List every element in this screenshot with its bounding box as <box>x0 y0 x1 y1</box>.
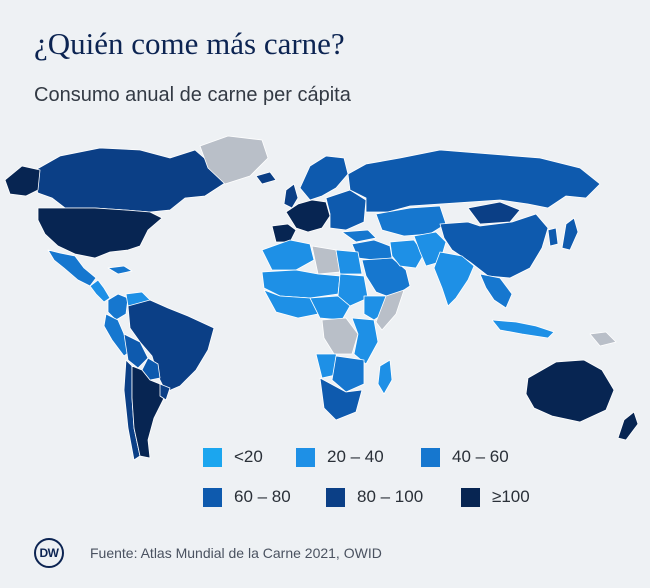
legend-item-60-80: 60 – 80 <box>203 487 291 507</box>
region-sudan <box>337 273 369 307</box>
region-papua-new-guinea <box>589 331 617 347</box>
map-title: ¿Quién come más carne? <box>34 26 345 61</box>
region-southeast-asia <box>479 273 513 309</box>
region-paraguay <box>141 357 161 381</box>
legend-swatch <box>203 487 222 507</box>
legend-label: <20 <box>234 447 263 466</box>
region-maghreb <box>261 239 315 271</box>
legend-swatch <box>203 447 222 467</box>
region-cuba <box>107 265 133 275</box>
region-korea <box>547 227 559 247</box>
region-egypt <box>335 249 363 275</box>
legend-item-80-100: 80 – 100 <box>326 487 423 507</box>
region-somalia <box>375 289 405 331</box>
region-colombia <box>107 293 129 321</box>
region-brazil <box>127 299 215 393</box>
map-subtitle: Consumo anual de carne per cápita <box>34 84 351 106</box>
region-usa <box>37 207 163 259</box>
region-eastern-europe <box>325 189 367 231</box>
region-new-zealand <box>617 411 639 441</box>
region-australia <box>525 359 615 423</box>
region-japan <box>561 217 579 251</box>
footer: DW Fuente: Atlas Mundial de la Carne 202… <box>34 538 382 568</box>
region-russia <box>347 149 601 213</box>
legend-item-lt20: <20 <box>203 447 263 467</box>
region-turkey <box>341 229 377 243</box>
region-greenland <box>199 135 269 185</box>
legend-label: 60 – 80 <box>234 487 291 506</box>
legend-swatch <box>296 447 315 467</box>
region-central-asia <box>375 205 447 237</box>
region-china <box>439 213 549 279</box>
legend-item-gte100: ≥100 <box>461 487 530 507</box>
dw-logo: DW <box>34 538 64 568</box>
region-uruguay <box>159 383 171 401</box>
legend-swatch <box>461 487 480 507</box>
legend-item-20-40: 20 – 40 <box>296 447 384 467</box>
region-bolivia <box>123 333 149 369</box>
legend-label: 40 – 60 <box>452 447 509 466</box>
legend-swatch <box>326 487 345 507</box>
legend-swatch <box>421 447 440 467</box>
legend-item-40-60: 40 – 60 <box>421 447 509 467</box>
world-map <box>4 135 639 461</box>
region-southern-africa-inner <box>331 355 365 393</box>
region-madagascar <box>377 359 393 395</box>
region-central-africa <box>309 295 351 321</box>
region-india <box>433 251 475 307</box>
region-drc <box>321 317 359 355</box>
region-canada <box>29 147 226 213</box>
source-note: Fuente: Atlas Mundial de la Carne 2021, … <box>90 545 382 561</box>
region-indonesia <box>491 319 555 339</box>
region-mongolia <box>467 201 521 225</box>
legend-label: ≥100 <box>492 487 530 506</box>
region-uk <box>283 183 299 209</box>
region-east-africa <box>351 317 379 365</box>
legend-label: 20 – 40 <box>327 447 384 466</box>
region-central-america <box>89 279 111 303</box>
region-iberia <box>271 223 297 243</box>
region-iran <box>389 239 425 269</box>
legend-label: 80 – 100 <box>357 487 424 506</box>
region-mexico <box>47 249 97 287</box>
region-iceland <box>255 171 277 185</box>
region-argentina <box>131 365 165 459</box>
region-south-africa <box>319 377 363 421</box>
region-alaska <box>4 165 41 197</box>
